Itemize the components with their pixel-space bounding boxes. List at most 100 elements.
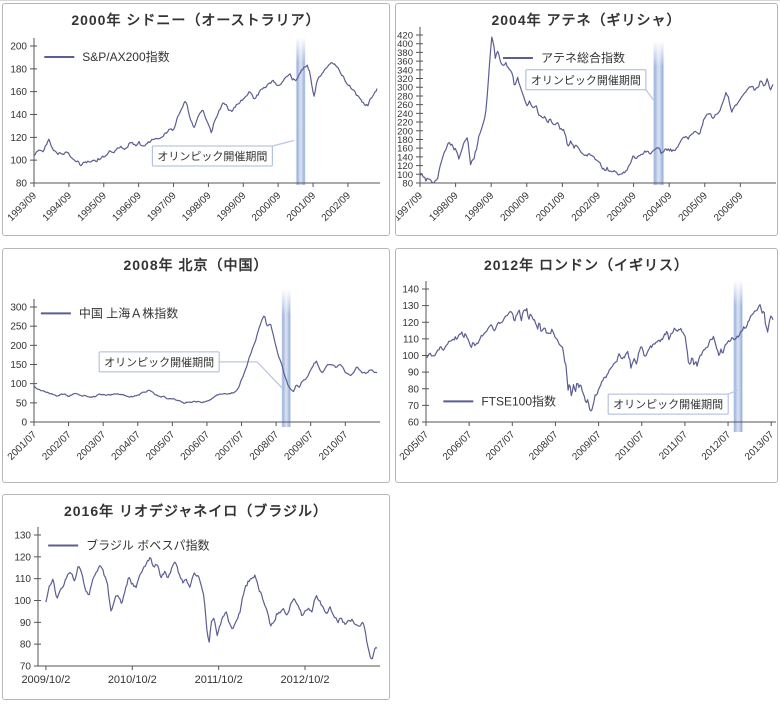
svg-text:100: 100	[402, 351, 419, 362]
svg-text:1996/09: 1996/09	[110, 190, 144, 224]
svg-text:中国 上海Ａ株指数: 中国 上海Ａ株指数	[79, 305, 178, 320]
chart-panel-beijing: 2008年 北京（中国） 0 50 100 150 200 250 300 2001/07 20…	[2, 248, 390, 483]
svg-text:150: 150	[10, 360, 27, 371]
chart-panel-london: 2012年 ロンドン（イギリス） 60 70 80 90 100 110 120 130 140…	[395, 248, 778, 483]
svg-text:100: 100	[14, 596, 31, 607]
svg-text:400: 400	[397, 39, 413, 50]
svg-text:1997/09: 1997/09	[145, 190, 179, 224]
svg-text:2013/07: 2013/07	[743, 429, 777, 463]
svg-text:200: 200	[10, 341, 27, 352]
svg-text:140: 140	[10, 110, 27, 121]
svg-text:ブラジル ボベスパ指数: ブラジル ボベスパ指数	[86, 537, 209, 552]
svg-text:2008/07: 2008/07	[527, 429, 561, 463]
svg-text:140: 140	[402, 285, 419, 296]
chart-panel-rio: 2016年 リオデジャネイロ（ブラジル） 70 80 90 100 110 120 130 2…	[2, 494, 390, 700]
svg-text:2009/10/2: 2009/10/2	[21, 674, 70, 686]
svg-text:140: 140	[397, 152, 413, 163]
svg-text:2009/07: 2009/07	[282, 429, 316, 463]
svg-text:320: 320	[397, 74, 413, 85]
svg-text:80: 80	[402, 179, 413, 190]
svg-text:2007/07: 2007/07	[484, 429, 518, 463]
svg-text:1995/09: 1995/09	[76, 190, 110, 224]
svg-text:80: 80	[20, 640, 32, 651]
svg-text:1994/09: 1994/09	[41, 190, 75, 224]
svg-text:オリンピック開催期間: オリンピック開催期間	[613, 397, 723, 411]
svg-text:2005/09: 2005/09	[677, 190, 711, 224]
svg-text:80: 80	[408, 384, 420, 395]
svg-text:110: 110	[403, 334, 419, 345]
svg-text:2004/07: 2004/07	[110, 429, 144, 463]
svg-text:110: 110	[15, 574, 31, 585]
svg-text:160: 160	[397, 144, 413, 155]
chart-title-sydney: 2000年 シドニー（オーストラリア）	[71, 12, 321, 28]
chart-panel-sydney: 2000年 シドニー（オーストラリア） 80 100 120 140 160 180 200…	[2, 3, 390, 236]
svg-text:2001/09: 2001/09	[285, 190, 319, 224]
svg-text:FTSE100指数: FTSE100指数	[481, 393, 556, 408]
svg-text:2004/09: 2004/09	[641, 190, 675, 224]
svg-text:180: 180	[397, 135, 413, 146]
svg-text:オリンピック開催期間: オリンピック開催期間	[531, 73, 641, 87]
chart-panel-athens: 2004年 アテネ（ギリシャ） 80 100 120 140 160 180 200 220 2…	[395, 3, 778, 236]
svg-text:2001/07: 2001/07	[6, 429, 40, 463]
line-chart-london: 60 70 80 90 100 110 120 130 140 2005/07 2006/07 200…	[398, 280, 777, 463]
svg-text:1993/09: 1993/09	[6, 190, 40, 224]
svg-text:2011/10/2: 2011/10/2	[195, 674, 243, 686]
svg-text:2002/07: 2002/07	[40, 429, 74, 463]
svg-text:2003/09: 2003/09	[605, 190, 639, 224]
chart-title-athens: 2004年 アテネ（ギリシャ）	[491, 12, 682, 28]
svg-text:2000/09: 2000/09	[499, 190, 533, 224]
svg-text:2010/07: 2010/07	[317, 429, 351, 463]
svg-text:80: 80	[16, 179, 28, 190]
svg-text:300: 300	[397, 83, 413, 94]
svg-text:2010/07: 2010/07	[614, 429, 648, 463]
svg-text:2011/07: 2011/07	[657, 429, 690, 462]
svg-text:120: 120	[10, 133, 27, 144]
svg-text:2006/09: 2006/09	[712, 190, 746, 224]
svg-text:2005/07: 2005/07	[144, 429, 178, 463]
line-chart-athens: 8010012014016018020022024026028030032034…	[396, 27, 776, 224]
svg-text:90: 90	[20, 618, 32, 629]
svg-text:0: 0	[21, 418, 27, 429]
svg-text:50: 50	[16, 398, 28, 409]
line-chart-sydney: 80 100 120 140 160 180 200 1993/09 1994/09 1995/0…	[6, 37, 380, 224]
svg-text:160: 160	[10, 87, 27, 98]
svg-text:130: 130	[14, 531, 31, 542]
svg-text:2001/09: 2001/09	[534, 190, 568, 224]
svg-text:260: 260	[397, 100, 413, 111]
svg-text:2008/07: 2008/07	[248, 429, 282, 463]
svg-text:2012/10/2: 2012/10/2	[281, 674, 330, 686]
svg-text:1997/09: 1997/09	[396, 190, 425, 224]
svg-text:130: 130	[402, 301, 419, 312]
svg-text:オリンピック開催期間: オリンピック開催期間	[104, 355, 214, 369]
line-chart-rio: 70 80 90 100 110 120 130 2009/10/2 2010/10/2 2011…	[14, 527, 380, 686]
svg-text:120: 120	[402, 318, 419, 329]
svg-text:1999/09: 1999/09	[463, 190, 497, 224]
svg-text:420: 420	[397, 31, 413, 42]
svg-text:2012/07: 2012/07	[700, 429, 734, 463]
svg-text:70: 70	[20, 662, 32, 673]
chart-title-rio: 2016年 リオデジャネイロ（ブラジル）	[63, 503, 329, 519]
svg-text:360: 360	[397, 57, 413, 68]
svg-text:2009/07: 2009/07	[570, 429, 604, 463]
svg-text:200: 200	[10, 42, 27, 53]
svg-text:1999/09: 1999/09	[215, 190, 249, 224]
svg-text:300: 300	[10, 303, 27, 314]
svg-text:380: 380	[397, 48, 413, 59]
svg-text:120: 120	[14, 552, 31, 563]
svg-text:オリンピック開催期間: オリンピック開催期間	[157, 149, 267, 163]
svg-text:2003/07: 2003/07	[75, 429, 109, 463]
svg-text:2010/10/2: 2010/10/2	[108, 674, 157, 686]
svg-text:1998/09: 1998/09	[180, 190, 214, 224]
svg-text:90: 90	[408, 368, 420, 379]
svg-text:2006/07: 2006/07	[441, 429, 475, 463]
svg-text:120: 120	[397, 161, 413, 172]
svg-text:180: 180	[10, 64, 27, 75]
chart-title-beijing: 2008年 北京（中国）	[123, 257, 269, 273]
svg-text:2000/09: 2000/09	[250, 190, 284, 224]
svg-text:220: 220	[397, 118, 413, 129]
svg-text:2002/09: 2002/09	[570, 190, 604, 224]
svg-text:S&P/AX200指数: S&P/AX200指数	[82, 49, 169, 64]
svg-text:240: 240	[397, 109, 413, 120]
svg-text:2005/07: 2005/07	[398, 429, 432, 463]
